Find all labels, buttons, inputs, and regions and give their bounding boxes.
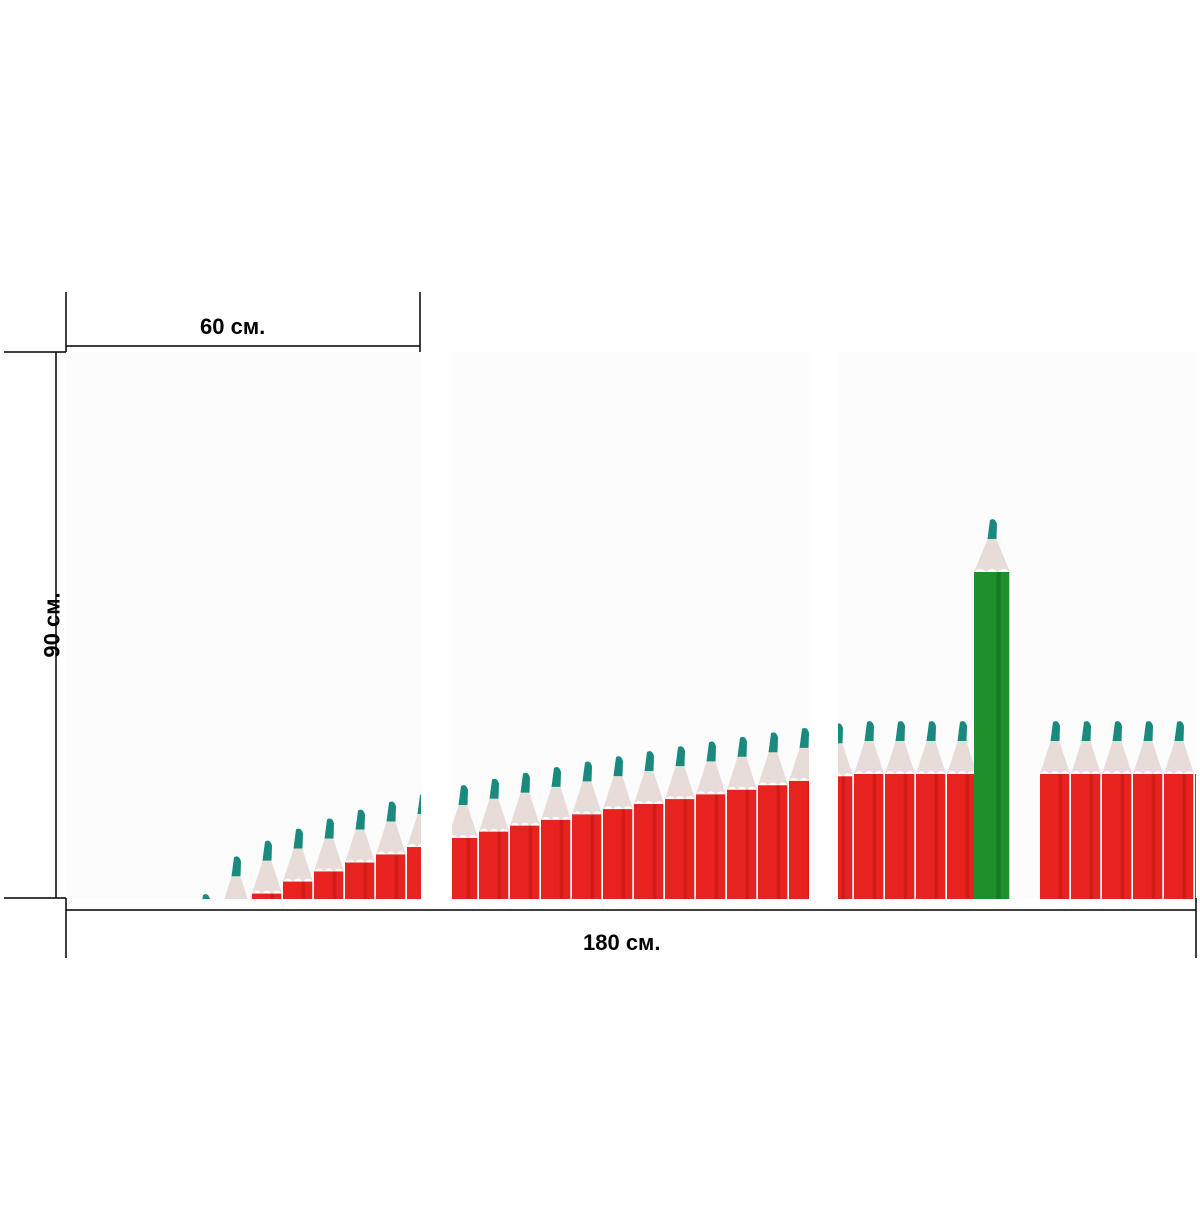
pencil bbox=[696, 741, 726, 899]
middle-panel-pencils bbox=[452, 728, 809, 899]
pencil bbox=[452, 785, 478, 899]
total-width-label: 180 см. bbox=[583, 930, 661, 955]
panel-width-label: 60 см. bbox=[200, 314, 266, 339]
pencil bbox=[479, 778, 509, 899]
pencil bbox=[1195, 770, 1196, 899]
pencil bbox=[224, 856, 248, 899]
height-label: 90 см. bbox=[39, 592, 65, 658]
pencil bbox=[202, 894, 210, 899]
pencil bbox=[838, 723, 853, 899]
pencil bbox=[541, 766, 571, 899]
pencil bbox=[1164, 721, 1194, 899]
pencil bbox=[1071, 721, 1101, 899]
pencil bbox=[634, 751, 664, 899]
pencil bbox=[510, 772, 540, 899]
pencil bbox=[314, 818, 344, 899]
pencil bbox=[1102, 721, 1132, 899]
pencil bbox=[758, 732, 788, 899]
pencil bbox=[1040, 721, 1070, 899]
left-panel-pencils bbox=[202, 794, 421, 899]
pencil bbox=[283, 828, 313, 899]
pencil bbox=[947, 721, 977, 899]
pencil bbox=[345, 809, 375, 899]
pencil bbox=[376, 801, 406, 899]
pencil bbox=[603, 756, 633, 899]
pencil bbox=[789, 728, 809, 899]
pencil bbox=[916, 721, 946, 899]
pencil bbox=[407, 794, 421, 899]
pencil bbox=[974, 519, 1010, 899]
pencil bbox=[727, 736, 757, 899]
pencil bbox=[1133, 721, 1163, 899]
pencil bbox=[885, 721, 915, 899]
left-panel bbox=[66, 352, 421, 899]
pencil bbox=[252, 840, 282, 899]
pencil bbox=[854, 721, 884, 899]
dimension-lines bbox=[4, 292, 1197, 958]
pencil bbox=[665, 746, 695, 899]
pencil bbox=[572, 761, 602, 899]
right-panel-pencils bbox=[838, 519, 1196, 899]
